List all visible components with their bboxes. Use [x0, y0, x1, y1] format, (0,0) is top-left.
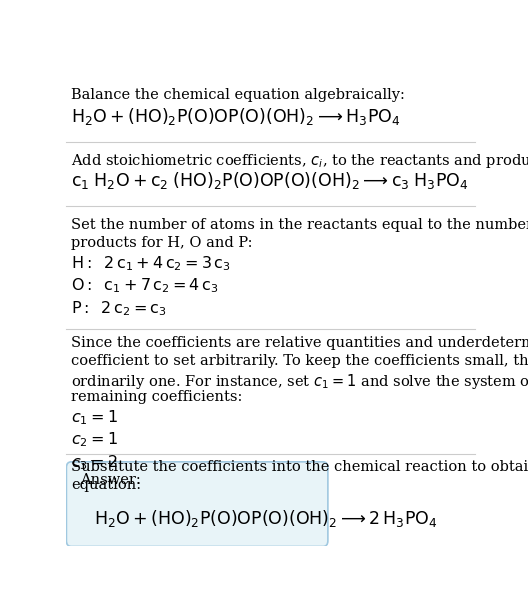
- Text: $c_2 = 1$: $c_2 = 1$: [71, 430, 118, 449]
- Text: Add stoichiometric coefficients, $c_i$, to the reactants and products:: Add stoichiometric coefficients, $c_i$, …: [71, 152, 528, 169]
- Text: $c_1 = 1$: $c_1 = 1$: [71, 408, 118, 427]
- FancyBboxPatch shape: [67, 462, 328, 546]
- Text: products for H, O and P:: products for H, O and P:: [71, 236, 253, 250]
- Text: $\mathrm{P: \;\; 2\,c_2 = c_3}$: $\mathrm{P: \;\; 2\,c_2 = c_3}$: [71, 299, 167, 318]
- Text: $\mathrm{H_2O + (HO)_2P(O)OP(O)(OH)_2 \longrightarrow H_3PO_4}$: $\mathrm{H_2O + (HO)_2P(O)OP(O)(OH)_2 \l…: [71, 106, 401, 127]
- Text: $\mathrm{c_1\; H_2O + c_2\; (HO)_2P(O)OP(O)(OH)_2 \longrightarrow c_3\; H_3PO_4}: $\mathrm{c_1\; H_2O + c_2\; (HO)_2P(O)OP…: [71, 169, 469, 191]
- Text: remaining coefficients:: remaining coefficients:: [71, 390, 243, 404]
- Text: equation:: equation:: [71, 478, 142, 492]
- Text: Answer:: Answer:: [80, 473, 141, 487]
- Text: coefficient to set arbitrarily. To keep the coefficients small, the arbitrary va: coefficient to set arbitrarily. To keep …: [71, 354, 528, 368]
- Text: $\mathrm{H_2O + (HO)_2P(O)OP(O)(OH)_2 \longrightarrow 2\,H_3PO_4}$: $\mathrm{H_2O + (HO)_2P(O)OP(O)(OH)_2 \l…: [94, 508, 437, 529]
- Text: Balance the chemical equation algebraically:: Balance the chemical equation algebraica…: [71, 88, 405, 102]
- Text: Set the number of atoms in the reactants equal to the number of atoms in the: Set the number of atoms in the reactants…: [71, 218, 528, 232]
- Text: $\mathrm{O: \;\; c_1 + 7\,c_2 = 4\,c_3}$: $\mathrm{O: \;\; c_1 + 7\,c_2 = 4\,c_3}$: [71, 276, 219, 295]
- Text: $c_3 = 2$: $c_3 = 2$: [71, 453, 118, 472]
- Text: Since the coefficients are relative quantities and underdetermined, choose a: Since the coefficients are relative quan…: [71, 336, 528, 350]
- Text: $\mathrm{H: \;\; 2\,c_1 + 4\,c_2 = 3\,c_3}$: $\mathrm{H: \;\; 2\,c_1 + 4\,c_2 = 3\,c_…: [71, 254, 231, 273]
- Text: ordinarily one. For instance, set $c_1 = 1$ and solve the system of equations fo: ordinarily one. For instance, set $c_1 =…: [71, 372, 528, 391]
- Text: Substitute the coefficients into the chemical reaction to obtain the balanced: Substitute the coefficients into the che…: [71, 460, 528, 475]
